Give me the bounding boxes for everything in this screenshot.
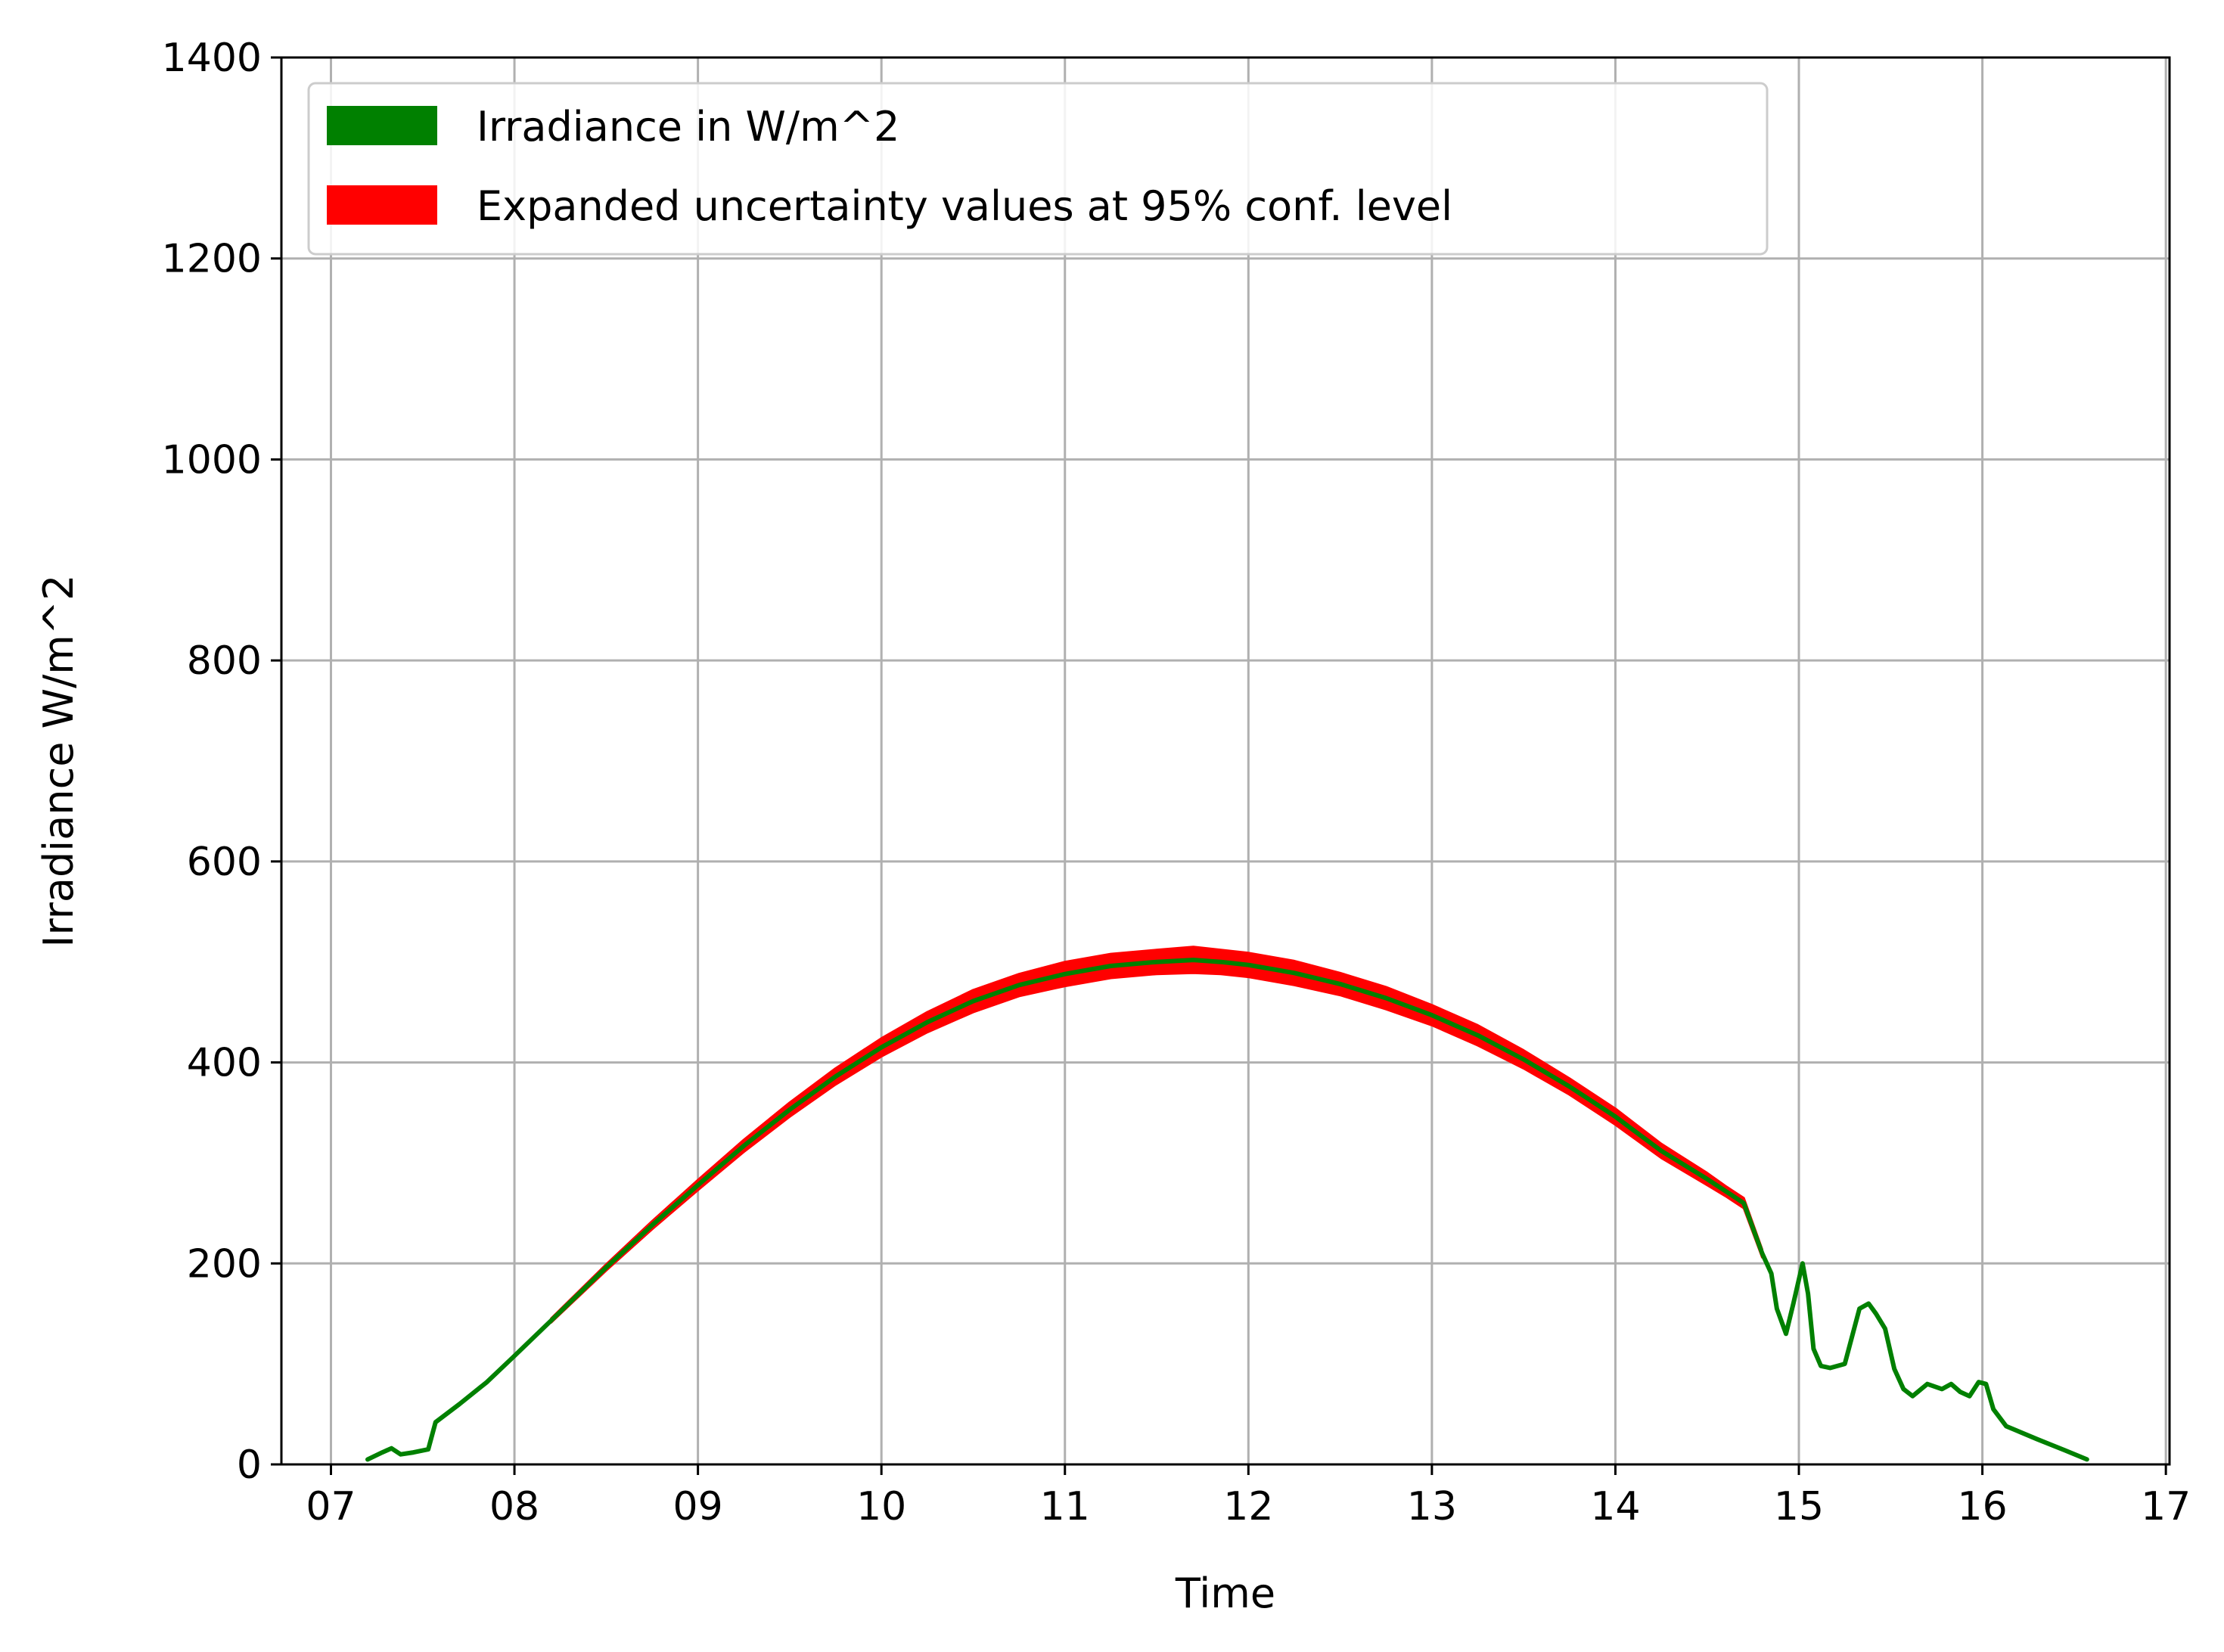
x-tick-label: 17 [2141,1484,2191,1529]
x-axis-ticks: 07 08 09 10 11 12 13 14 15 16 17 [306,1464,2191,1529]
y-tick-label: 600 [187,840,262,885]
x-tick-label: 13 [1407,1484,1457,1529]
y-axis-ticks: 0 200 400 600 800 1000 1200 1400 [162,36,281,1488]
y-tick-label: 800 [187,638,262,684]
irradiance-line [365,958,2089,1462]
x-tick-label: 08 [489,1484,539,1529]
legend-swatch-irradiance [327,106,437,145]
x-tick-label: 11 [1040,1484,1090,1529]
plot-area-background [281,57,2170,1464]
x-tick-label: 14 [1590,1484,1640,1529]
y-tick-label: 400 [187,1041,262,1086]
plot-frame [280,56,2171,1466]
x-tick-label: 09 [673,1484,723,1529]
x-axis-title: Time [1175,1570,1275,1617]
x-tick-label: 07 [306,1484,356,1529]
legend-box [307,82,1769,256]
irradiance-line-layer [365,958,2089,1462]
y-axis-title: Irradiance W/m^2 [35,575,82,948]
y-tick-label: 1000 [162,437,262,483]
x-tick-label: 15 [1774,1484,1824,1529]
y-tick-label: 1200 [162,237,262,282]
legend-label-irradiance: Irradiance in W/m^2 [477,103,899,151]
x-tick-label: 10 [856,1484,906,1529]
x-tick-label: 12 [1223,1484,1273,1529]
x-tick-label: 16 [1957,1484,2007,1529]
y-tick-label: 0 [237,1442,262,1488]
legend: Irradiance in W/m^2 Expanded uncertainty… [307,82,1769,256]
legend-label-uncertainty: Expanded uncertainty values at 95% conf.… [477,182,1452,230]
legend-swatch-uncertainty [327,185,437,225]
y-tick-label: 1400 [162,36,262,81]
y-tick-label: 200 [187,1241,262,1287]
